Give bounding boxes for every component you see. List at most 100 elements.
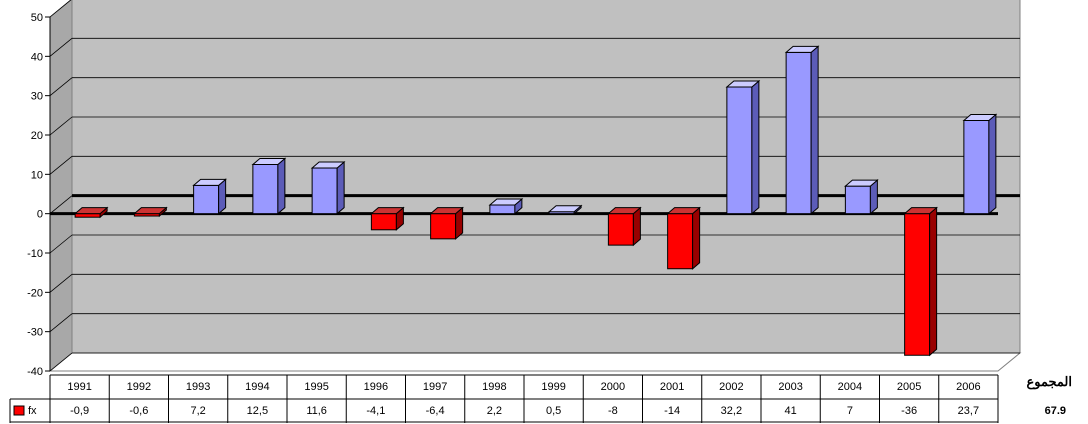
bar-2002	[725, 79, 761, 215]
y-tick-label: 50	[31, 12, 43, 24]
bar-top	[133, 207, 168, 215]
bar-top	[962, 113, 998, 121]
bar-front	[430, 213, 457, 240]
bar-1992	[133, 206, 168, 218]
gridline-side	[49, 156, 73, 175]
gridline-side	[49, 234, 73, 254]
data-label: -36	[901, 405, 917, 417]
bar-front	[904, 213, 931, 356]
y-tick-label: 20	[31, 130, 43, 142]
bar-top	[607, 207, 642, 215]
bar-side	[692, 206, 701, 270]
bar-1993	[192, 178, 227, 215]
bar-top	[429, 207, 464, 215]
bar-top	[73, 207, 109, 215]
x-category-label: 1992	[127, 381, 151, 393]
gridline-side	[49, 352, 73, 372]
floor	[48, 352, 1022, 372]
data-label: 7	[847, 405, 853, 417]
gridline-side	[49, 116, 73, 136]
bar-2000	[607, 206, 642, 247]
bar-front	[489, 204, 516, 215]
data-label: -6,4	[426, 405, 445, 417]
bar-top	[903, 207, 938, 215]
data-label: -0,9	[70, 405, 89, 417]
bar-top	[844, 179, 879, 187]
x-category-label: 1994	[245, 381, 269, 393]
y-tick-label: 0	[37, 209, 43, 221]
data-table: 1991 1992 1993 1994 1995 1996 1997 1998 1999 2000…	[9, 374, 999, 423]
chart-walls	[48, 0, 1022, 373]
bar-front	[963, 119, 990, 215]
bar-top	[784, 45, 820, 53]
bar-1999	[547, 204, 583, 215]
bar-front	[785, 51, 812, 215]
bar-top	[251, 158, 287, 165]
gridline-side	[49, 195, 73, 214]
side-wall	[49, 0, 73, 373]
y-tick-label: 30	[31, 91, 43, 103]
data-label: -8	[608, 405, 618, 417]
bar-1995	[310, 160, 346, 215]
bar-1991	[73, 206, 109, 219]
y-tick-label: -20	[27, 287, 43, 299]
gridline-side	[49, 274, 73, 293]
bar-side	[988, 113, 997, 215]
bar-2005	[903, 206, 938, 357]
bar-1994	[251, 157, 287, 215]
gridline-side	[49, 77, 73, 96]
data-label: 32,2	[721, 405, 742, 417]
bar-1997	[429, 206, 464, 240]
bar-2006	[962, 113, 998, 215]
gridline-side	[49, 0, 72, 18]
x-category-label: 2005	[897, 381, 921, 393]
bar-front	[193, 184, 220, 215]
bar-side	[929, 206, 938, 357]
data-label: -14	[664, 405, 680, 417]
x-category-label: 2006	[956, 381, 980, 393]
gridline-side	[49, 313, 73, 332]
bar-front	[844, 185, 871, 215]
y-tick-label: -10	[27, 248, 43, 260]
gridline-side	[49, 38, 73, 57]
bar-top	[488, 198, 524, 206]
y-axis: -40 -30 -20 -10 0 10 20 30 40 50	[27, 12, 51, 378]
bar-front	[311, 167, 338, 215]
x-category-label: 2000	[601, 381, 625, 393]
x-category-label: 1997	[423, 381, 447, 393]
data-label: -0,6	[129, 405, 148, 417]
x-category-label: 2003	[778, 381, 802, 393]
bar-2001	[666, 206, 701, 270]
bar-top	[666, 207, 701, 215]
bar-front	[74, 213, 101, 218]
data-label: 12,5	[247, 405, 268, 417]
data-label: 2,2	[487, 405, 502, 417]
x-category-label: 2001	[660, 381, 684, 393]
bar-top	[725, 80, 761, 88]
x-category-label: 1998	[482, 381, 506, 393]
y-tick-label: -30	[27, 327, 43, 339]
bar-top	[310, 161, 346, 169]
bar-front	[667, 213, 694, 270]
x-category-label: 1991	[67, 381, 91, 393]
data-label: -4,1	[366, 405, 385, 417]
bar-front	[726, 86, 753, 215]
bar-side	[810, 45, 819, 215]
x-category-label: 2002	[719, 381, 743, 393]
bar-front	[370, 213, 397, 231]
bar-2004	[844, 179, 879, 215]
bar-1996	[370, 206, 405, 231]
bars	[73, 45, 998, 357]
bar-top	[547, 205, 583, 213]
data-label: 41	[785, 405, 797, 417]
bar-front	[252, 164, 279, 215]
x-category-label: 1993	[186, 381, 210, 393]
y-tick-label: 40	[31, 51, 43, 63]
bar-front	[607, 213, 634, 246]
x-category-label: 2004	[838, 381, 862, 393]
x-category-label: 1999	[541, 381, 565, 393]
data-label: 7,2	[190, 405, 205, 417]
bar-top	[370, 207, 405, 215]
legend-key	[13, 405, 25, 416]
total-value: 67.9	[1044, 405, 1066, 417]
